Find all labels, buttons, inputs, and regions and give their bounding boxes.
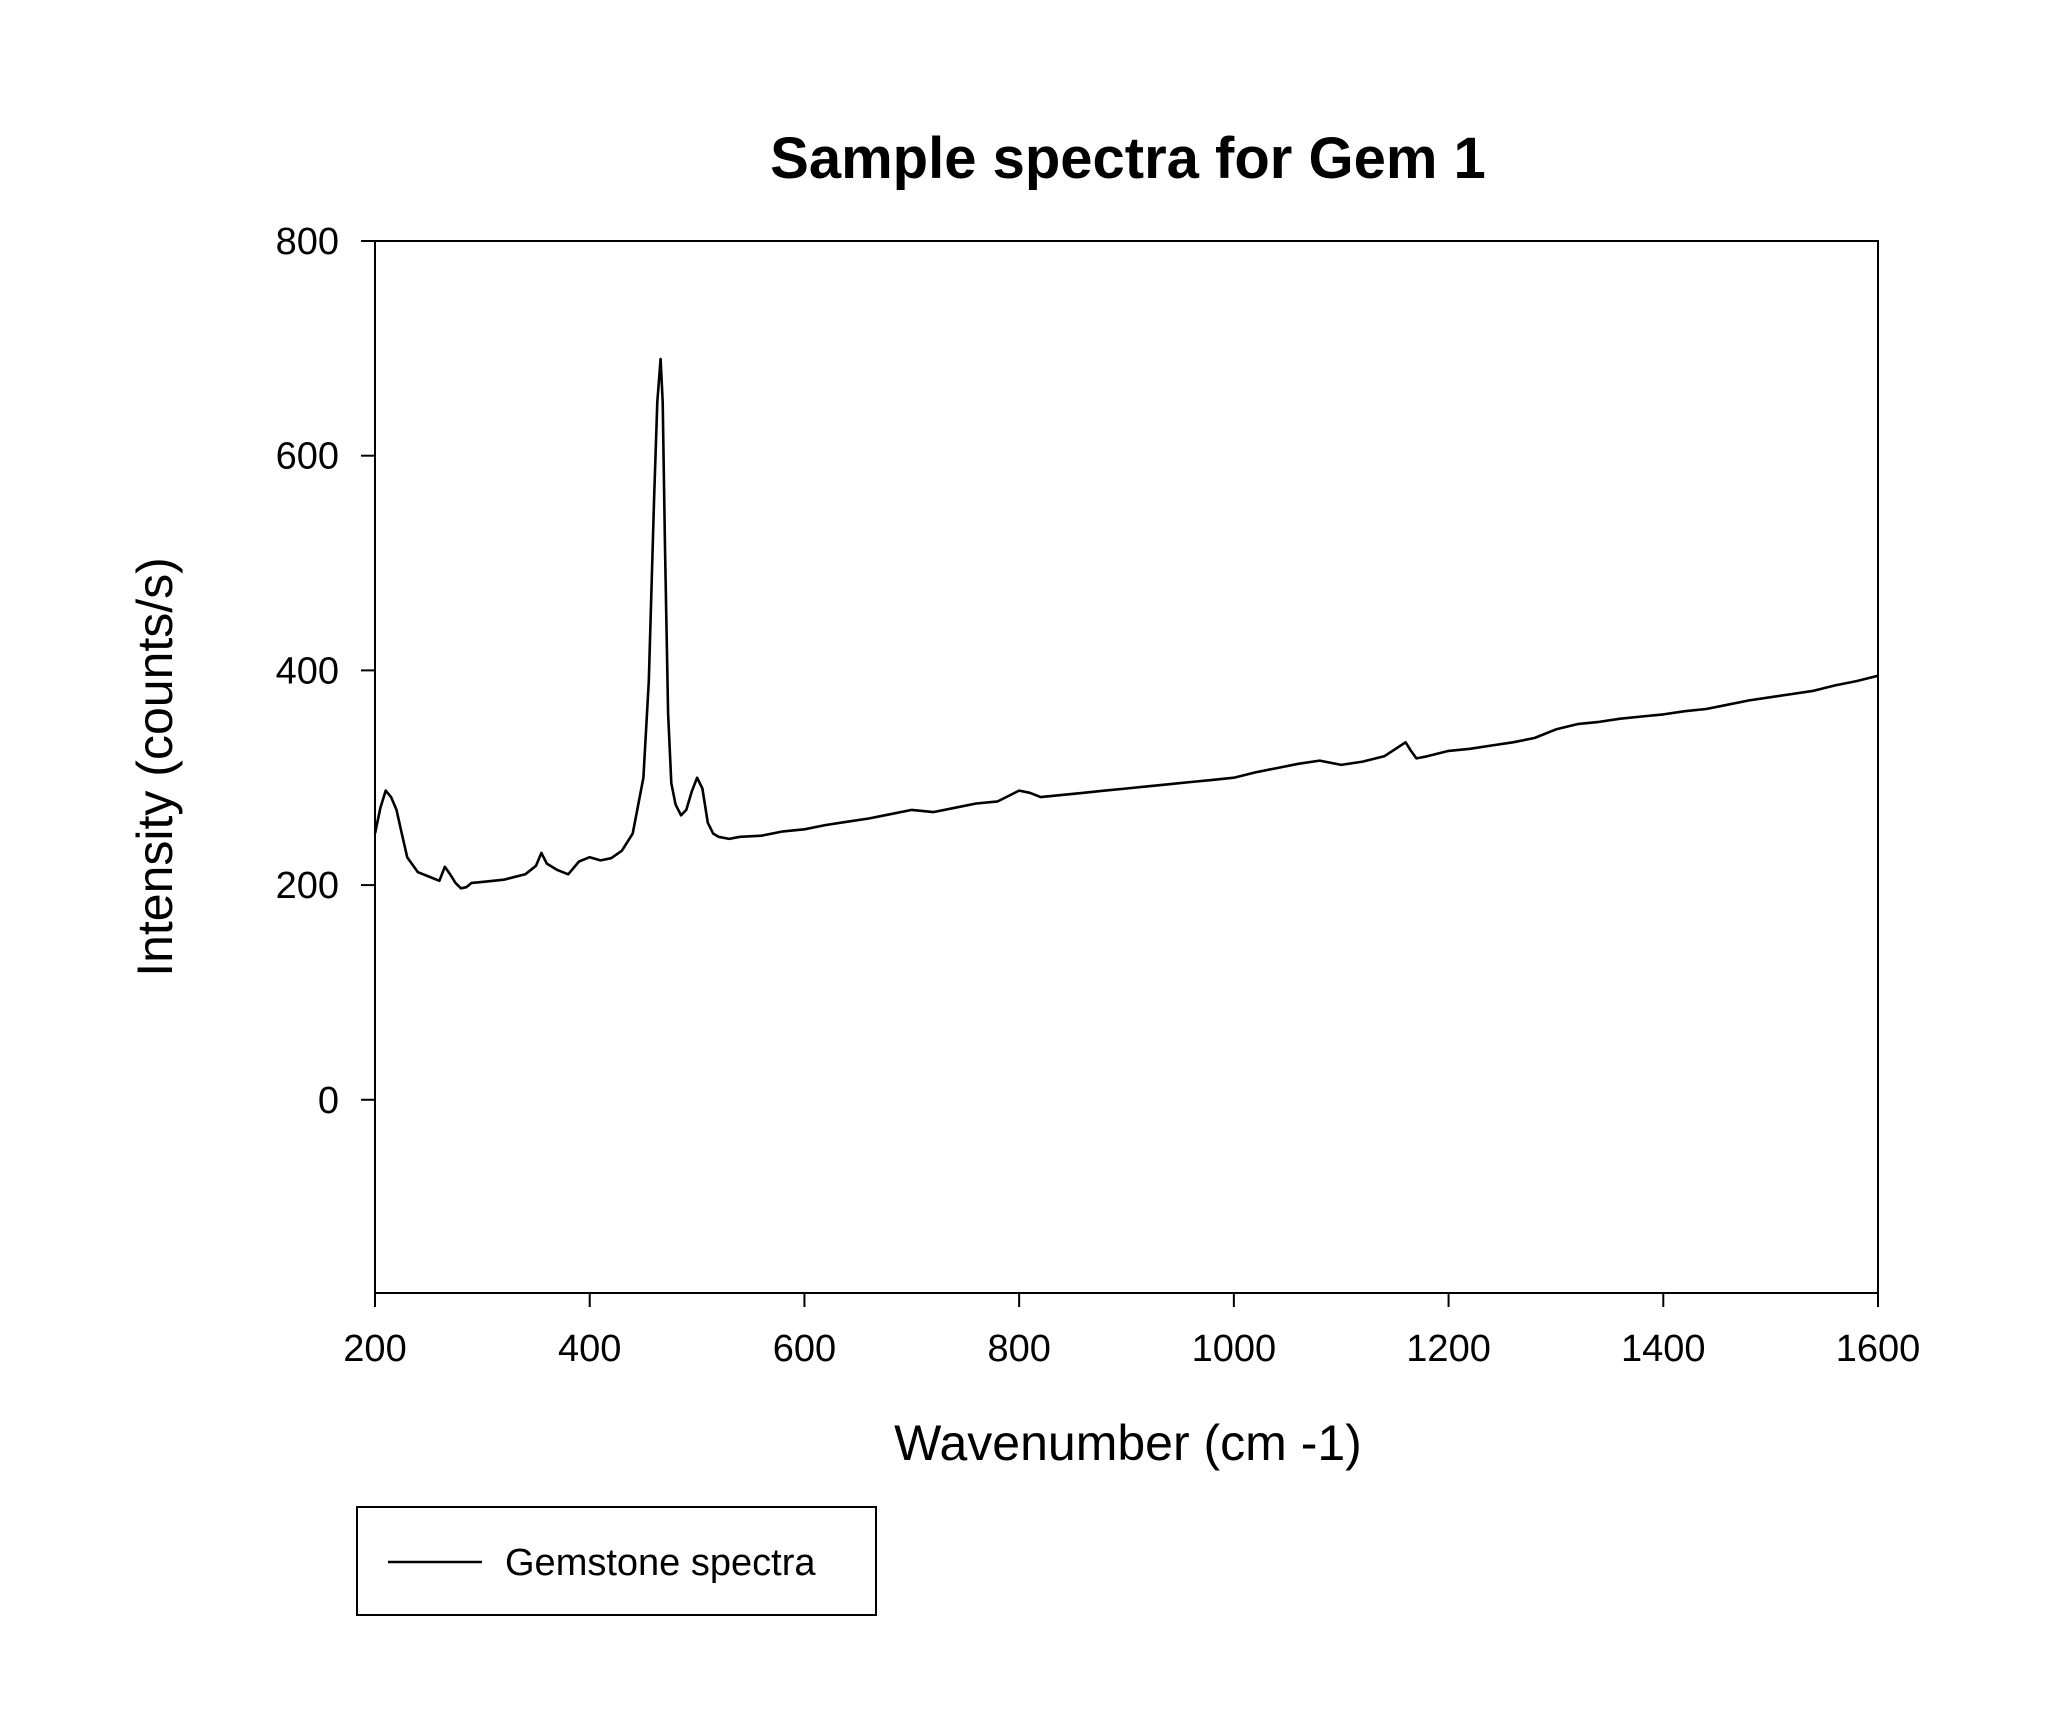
x-tick-label: 400 (558, 1328, 621, 1370)
y-tick-label: 0 (318, 1080, 339, 1122)
plot-frame (374, 240, 1879, 1294)
x-tick-label: 1000 (1192, 1328, 1277, 1370)
x-tick-label: 800 (987, 1328, 1050, 1370)
legend: Gemstone spectra (356, 1506, 877, 1616)
y-axis-label: Intensity (counts/s) (127, 557, 183, 977)
x-tick-label: 1400 (1621, 1328, 1706, 1370)
chart-title: Sample spectra for Gem 1 (770, 126, 1486, 191)
y-tick-label: 200 (276, 865, 339, 907)
x-tick-label: 600 (773, 1328, 836, 1370)
legend-label: Gemstone spectra (505, 1542, 816, 1584)
y-axis-ticks: 0 200 400 600 800 (276, 221, 375, 1122)
y-tick-label: 600 (276, 436, 339, 478)
series-line-gemstone-spectra (373, 357, 1879, 890)
x-tick-label: 200 (343, 1328, 406, 1370)
x-axis-ticks: 200 400 600 800 1000 1200 1400 1600 (343, 1293, 1920, 1370)
x-axis-label: Wavenumber (cm -1) (894, 1415, 1362, 1471)
y-tick-label: 800 (276, 221, 339, 263)
x-tick-label: 1600 (1836, 1328, 1921, 1370)
x-tick-label: 1200 (1406, 1328, 1491, 1370)
y-tick-label: 400 (276, 650, 339, 692)
